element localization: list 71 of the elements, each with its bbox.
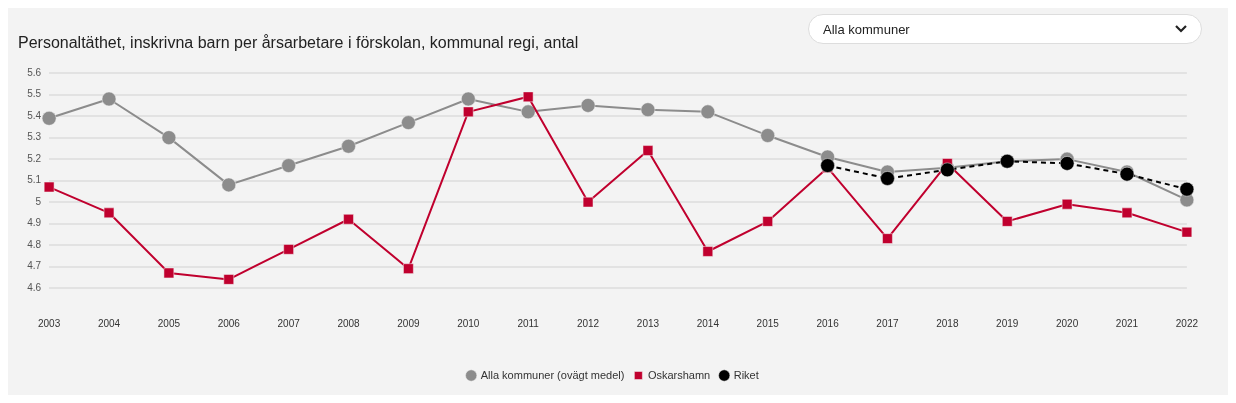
y-tick-label: 5.5 (27, 88, 42, 100)
x-tick-label: 2019 (996, 317, 1019, 329)
point (1059, 156, 1075, 171)
point (281, 158, 296, 173)
point (702, 246, 714, 257)
x-tick-label: 2015 (756, 317, 780, 329)
point (343, 214, 354, 225)
x-tick-label: 2018 (936, 317, 959, 329)
point (103, 207, 115, 219)
y-tick-label: 5.3 (27, 131, 42, 143)
select-field: Alla kommuner (808, 14, 1202, 44)
y-tick-label: 5.2 (27, 152, 42, 164)
point (43, 181, 55, 193)
point (762, 216, 773, 227)
legend-label: Alla kommuner (ovägt medel) (480, 368, 625, 381)
point (41, 111, 57, 126)
point (1061, 199, 1073, 210)
x-tick-label: 2013 (636, 317, 660, 329)
point (580, 98, 596, 113)
legend-label: Oskarshamn (647, 368, 711, 381)
point (760, 128, 775, 143)
y-tick-label: 4.6 (27, 281, 42, 293)
x-tick-label: 2004 (97, 317, 121, 329)
point (1179, 181, 1195, 197)
point (341, 138, 356, 154)
y-tick-label: 5.6 (27, 66, 42, 78)
y-tick-label: 4.9 (27, 217, 42, 229)
point (163, 267, 175, 279)
point (1121, 207, 1133, 219)
x-tick-label: 2009 (397, 317, 420, 329)
point (463, 106, 474, 118)
x-tick-label: 2011 (517, 317, 540, 329)
point (640, 102, 656, 117)
x-tick-label: 2022 (1175, 317, 1199, 329)
y-tick-label: 5.1 (27, 174, 42, 186)
x-tick-label: 2017 (876, 317, 900, 329)
chart-title: Personaltäthet, inskrivna barn per årsarbetare i förskolan, kommunal regi, antal (18, 34, 579, 52)
point (820, 158, 835, 173)
point (101, 91, 117, 107)
point (1181, 226, 1193, 238)
point (161, 130, 177, 145)
x-tick-label: 2005 (157, 317, 181, 329)
point (1002, 216, 1013, 227)
legend-label: Riket (733, 368, 759, 381)
point (401, 115, 416, 130)
x-tick-label: 2007 (277, 317, 301, 329)
point (403, 263, 414, 274)
x-tick-label: 2010 (457, 317, 480, 329)
y-tick-label: 4.7 (27, 260, 42, 272)
point (221, 177, 237, 193)
point (642, 145, 654, 156)
y-tick-label: 5.4 (27, 109, 42, 121)
point (461, 91, 476, 107)
point (700, 104, 716, 120)
point (880, 171, 895, 186)
x-tick-label: 2003 (38, 317, 61, 329)
x-tick-label: 2012 (576, 317, 600, 329)
x-tick-label: 2006 (217, 317, 241, 329)
x-tick-label: 2021 (1115, 317, 1139, 329)
x-tick-label: 2014 (696, 317, 720, 329)
point (520, 104, 536, 120)
point (582, 196, 594, 208)
point (882, 233, 893, 244)
x-tick-label: 2016 (816, 317, 840, 329)
x-tick-label: 2020 (1055, 317, 1079, 329)
point (223, 274, 234, 285)
y-tick-label: 4.8 (27, 238, 42, 250)
point (283, 244, 294, 255)
point (522, 91, 534, 103)
x-tick-label: 2008 (337, 317, 361, 329)
y-tick-label: 5 (35, 195, 42, 207)
